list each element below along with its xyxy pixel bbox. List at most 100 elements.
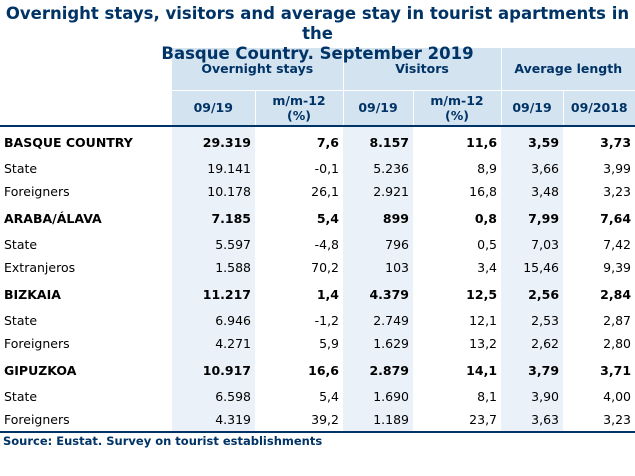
cell-value: 6.598 [172, 385, 255, 408]
cell-value: 0,5 [477, 237, 498, 252]
cell-value: 12,5 [466, 286, 498, 302]
cell-value: 4.271 [172, 332, 255, 355]
cell-value: 1.629 [343, 332, 413, 355]
cell-value: 16,6 [308, 362, 339, 378]
cell-value: 26,1 [311, 184, 339, 199]
cell-value: 8,9 [477, 161, 498, 176]
subheader-length-previous: 09/2018 [562, 90, 635, 125]
cell-value: 5.236 [343, 157, 413, 180]
cell-value: 4.379 [343, 279, 413, 309]
cell-value: 15,46 [501, 256, 564, 279]
cell-value: 11,6 [466, 134, 498, 150]
cell-value: 2.879 [343, 355, 413, 385]
cell-value: 70,2 [311, 260, 339, 275]
row-label: BIZKAIA [4, 286, 61, 302]
cell-value: -4,8 [314, 237, 339, 252]
header-overnight-stays: Overnight stays [172, 48, 343, 91]
cell-value: 3,73 [600, 134, 632, 150]
header-row-subcolumns: 09/19 m/m-12 (%) 09/19 m/m-12 (%) 09/19 … [0, 90, 635, 125]
cell-value: 29.319 [172, 127, 255, 157]
cell-value: 3,63 [501, 408, 564, 431]
header-corner-sub [0, 90, 172, 125]
cell-value: 14,1 [466, 362, 498, 378]
table-row: State 5.597 -4,8 796 0,5 7,03 7,42 [0, 233, 635, 256]
cell-value: 3,4 [477, 260, 498, 275]
cell-value: 23,7 [469, 412, 498, 427]
row-label: BASQUE COUNTRY [4, 134, 133, 150]
cell-value: 5.597 [172, 233, 255, 256]
cell-value: 5,4 [316, 210, 339, 226]
table-row-region: BIZKAIA 11.217 1,4 4.379 12,5 2,56 2,84 [0, 279, 635, 309]
table-row-region: ARABA/ÁLAVA 7.185 5,4 899 0,8 7,99 7,64 [0, 203, 635, 233]
tourist-apartments-table: Overnight stays Visitors Average length … [0, 48, 635, 433]
cell-value: 3,90 [501, 385, 564, 408]
row-label: GIPUZKOA [4, 362, 77, 378]
cell-value: 9,39 [603, 260, 632, 275]
subheader-overnight-change: m/m-12 (%) [254, 90, 343, 125]
cell-value: 10.917 [172, 355, 255, 385]
cell-value: 7,6 [316, 134, 339, 150]
header-row-groups: Overnight stays Visitors Average length [0, 48, 635, 91]
cell-value: 2,53 [501, 309, 564, 332]
row-label: Foreigners [4, 336, 70, 351]
cell-value: 3,23 [603, 412, 632, 427]
cell-value: 103 [343, 256, 413, 279]
cell-value: 2,87 [603, 313, 632, 328]
table-row: State 6.598 5,4 1.690 8,1 3,90 4,00 [0, 385, 635, 408]
cell-value: 1.189 [343, 408, 413, 431]
table-row-region: GIPUZKOA 10.917 16,6 2.879 14,1 3,79 3,71 [0, 355, 635, 385]
cell-value: 1.588 [172, 256, 255, 279]
cell-value: 7,42 [603, 237, 632, 252]
cell-value: 16,8 [469, 184, 498, 199]
cell-value: -0,1 [314, 161, 339, 176]
row-label: Foreigners [4, 184, 70, 199]
cell-value: 796 [343, 233, 413, 256]
cell-value: 39,2 [311, 412, 339, 427]
header-average-length: Average length [500, 48, 635, 91]
table-title: Overnight stays, visitors and average st… [0, 0, 635, 63]
header-visitors: Visitors [342, 48, 502, 91]
cell-value: 4.319 [172, 408, 255, 431]
row-label: Extranjeros [4, 260, 76, 275]
cell-value: 0,8 [474, 210, 498, 226]
cell-value: 7,99 [501, 203, 564, 233]
row-label: ARABA/ÁLAVA [4, 210, 102, 226]
cell-value: 3,66 [501, 157, 564, 180]
subheader-visitors-change: m/m-12 (%) [412, 90, 502, 125]
table-row: Foreigners 10.178 26,1 2.921 16,8 3,48 3,23 [0, 180, 635, 203]
table-title-line-2: Basque Country. September 2019 [161, 44, 474, 63]
table-row: Foreigners 4.271 5,9 1.629 13,2 2,62 2,80 [0, 332, 635, 355]
row-label: Foreigners [4, 412, 70, 427]
subheader-visitors-month: 09/19 [342, 90, 413, 125]
cell-value: 4,00 [603, 389, 632, 404]
row-label: State [4, 389, 38, 404]
cell-value: 3,23 [603, 184, 632, 199]
cell-value: 6.946 [172, 309, 255, 332]
table-bottom-rule [0, 431, 635, 433]
cell-value: 11.217 [172, 279, 255, 309]
cell-value: 13,2 [469, 336, 498, 351]
table-title-line-1: Overnight stays, visitors and average st… [5, 4, 630, 43]
cell-value: 1.690 [343, 385, 413, 408]
cell-value: 12,1 [469, 313, 498, 328]
table-row: State 6.946 -1,2 2.749 12,1 2,53 2,87 [0, 309, 635, 332]
header-separator [0, 125, 635, 127]
row-label: State [4, 161, 38, 176]
subheader-length-current: 09/19 [500, 90, 564, 125]
cell-value: 8.157 [343, 127, 413, 157]
cell-value: 3,99 [603, 161, 632, 176]
cell-value: 7,64 [600, 210, 632, 226]
source-note: Source: Eustat. Survey on tourist establ… [3, 434, 323, 448]
table-row: Foreigners 4.319 39,2 1.189 23,7 3,63 3,23 [0, 408, 635, 431]
row-label: State [4, 237, 38, 252]
cell-value: 19.141 [172, 157, 255, 180]
cell-value: 2,62 [501, 332, 564, 355]
cell-value: 3,71 [600, 362, 632, 378]
cell-value: 2,80 [603, 336, 632, 351]
cell-value: -1,2 [314, 313, 339, 328]
cell-value: 2.921 [343, 180, 413, 203]
cell-value: 10.178 [172, 180, 255, 203]
cell-value: 1,4 [316, 286, 339, 302]
header-corner [0, 48, 172, 90]
cell-value: 7,03 [501, 233, 564, 256]
